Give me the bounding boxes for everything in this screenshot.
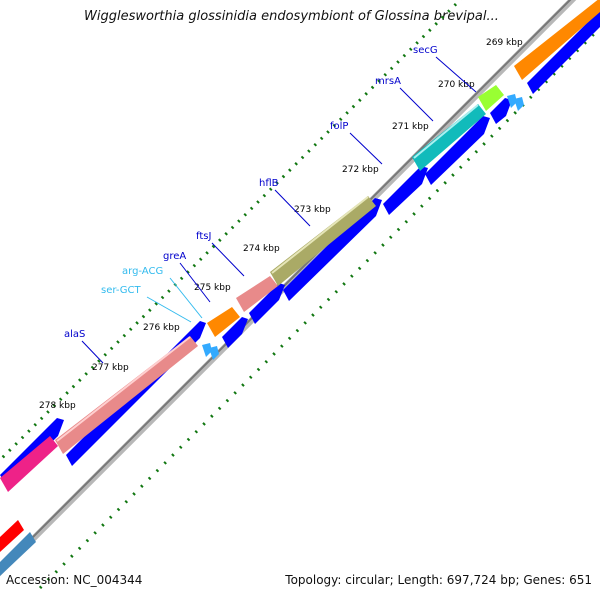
gene-feature-olive-hflb — [270, 196, 376, 286]
gene-leader-line — [179, 262, 211, 303]
gene-leader-line — [399, 87, 434, 122]
gene-feature-orange-right — [514, 0, 600, 80]
trna-arrow — [507, 94, 517, 108]
gene-label-ser-gct[interactable]: ser-GCT — [101, 285, 142, 296]
cds-feature — [383, 166, 428, 215]
gene-leader-line — [81, 340, 104, 364]
gene-label-grea[interactable]: greA — [163, 251, 186, 262]
gene-feature-steel — [0, 532, 36, 576]
gene-feature-magenta — [0, 436, 58, 492]
gene-feature-teal-mrsa — [412, 104, 486, 171]
scale-label: 272 kbp — [342, 165, 379, 175]
cds-feature — [425, 116, 490, 185]
scale-label: 276 kbp — [143, 323, 180, 333]
gene-leader-line — [274, 189, 311, 227]
cds-feature — [283, 198, 382, 301]
gene-leader-line — [349, 132, 383, 165]
gene-label-mrsa[interactable]: mrsA — [375, 76, 401, 87]
scale-label: 271 kbp — [392, 122, 429, 132]
gene-leader-line — [435, 56, 477, 93]
trna-arrow — [209, 346, 219, 360]
gene-label-ftsj[interactable]: ftsJ — [196, 231, 211, 242]
gene-label-alas[interactable]: alaS — [64, 329, 85, 340]
scale-labels: 269 kbp 270 kbp 271 kbp 272 kbp 273 kbp 274 k… — [39, 38, 523, 411]
cds-feature — [527, 10, 600, 94]
topology-label: Topology: circular; Length: 697,724 bp; … — [285, 573, 592, 587]
gene-label-hflb[interactable]: hflB — [259, 178, 279, 189]
scale-label: 278 kbp — [39, 401, 76, 411]
gene-feature-red — [0, 520, 24, 552]
trna-markers — [202, 94, 524, 360]
gene-feature-lime-secg — [478, 85, 504, 111]
trna-arrow — [514, 97, 524, 111]
scale-label: 277 kbp — [92, 363, 129, 373]
gene-feature-pink-ftsj — [236, 276, 278, 312]
cds-feature — [222, 317, 248, 348]
scale-label: 269 kbp — [486, 38, 523, 48]
scale-label: 274 kbp — [243, 244, 280, 254]
scale-label: 270 kbp — [438, 80, 475, 90]
cds-feature — [249, 283, 285, 324]
trna-arrow — [202, 343, 212, 357]
scale-label: 275 kbp — [194, 283, 231, 293]
scale-label: 273 kbp — [294, 205, 331, 215]
gene-label-arg-acg[interactable]: arg-ACG — [122, 266, 163, 277]
gene-leader-line — [169, 277, 203, 319]
cds-feature — [490, 98, 512, 124]
gene-track — [0, 0, 600, 576]
tick-row-outer — [0, 0, 463, 463]
genome-title: Wigglesworthia glossinidia endosymbiont … — [84, 9, 499, 24]
gene-feature-pink-alas — [55, 336, 198, 454]
tick-row-inner — [38, 26, 600, 590]
gene-leader-line — [146, 296, 192, 323]
gene-label-secg[interactable]: secG — [413, 45, 438, 56]
gene-feature-orange — [207, 307, 240, 337]
gene-leader-line — [211, 242, 245, 277]
gene-label-folp[interactable]: folP — [330, 121, 348, 132]
accession-label: Accession: NC_004344 — [6, 573, 143, 587]
